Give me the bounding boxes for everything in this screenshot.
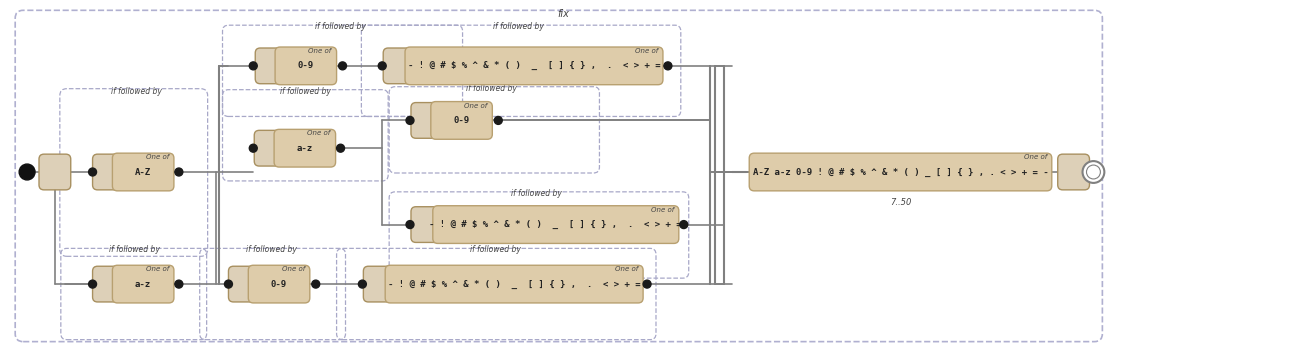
Text: if followed by: if followed by <box>316 22 365 31</box>
Text: One of: One of <box>282 266 305 272</box>
Circle shape <box>406 117 414 125</box>
FancyBboxPatch shape <box>749 153 1052 191</box>
Text: if followed by: if followed by <box>466 83 516 93</box>
Circle shape <box>359 280 367 288</box>
Text: if followed by: if followed by <box>511 189 562 198</box>
FancyBboxPatch shape <box>275 47 337 85</box>
FancyBboxPatch shape <box>255 48 287 84</box>
Text: if followed by: if followed by <box>111 87 161 96</box>
Text: One of: One of <box>145 266 169 272</box>
FancyBboxPatch shape <box>93 266 124 302</box>
Text: 0-9: 0-9 <box>297 61 314 70</box>
Text: A-Z: A-Z <box>135 168 151 177</box>
Circle shape <box>249 62 257 70</box>
Circle shape <box>494 117 502 125</box>
Text: 0-9: 0-9 <box>271 279 287 289</box>
Circle shape <box>20 164 35 180</box>
Circle shape <box>176 280 183 288</box>
Circle shape <box>379 62 386 70</box>
FancyBboxPatch shape <box>432 206 679 244</box>
Text: One of: One of <box>614 266 638 272</box>
FancyBboxPatch shape <box>113 265 174 303</box>
Circle shape <box>643 280 651 288</box>
Circle shape <box>406 220 414 228</box>
FancyBboxPatch shape <box>385 265 643 303</box>
Circle shape <box>337 144 345 152</box>
FancyBboxPatch shape <box>254 130 286 166</box>
Text: 0-9: 0-9 <box>453 116 469 125</box>
Circle shape <box>1082 161 1104 183</box>
Text: a-z: a-z <box>297 144 313 153</box>
Text: One of: One of <box>651 207 673 213</box>
FancyBboxPatch shape <box>1057 154 1090 190</box>
FancyBboxPatch shape <box>431 101 493 139</box>
FancyBboxPatch shape <box>411 207 443 243</box>
FancyBboxPatch shape <box>249 265 309 303</box>
Circle shape <box>224 280 232 288</box>
FancyBboxPatch shape <box>39 154 71 190</box>
Circle shape <box>176 168 183 176</box>
FancyBboxPatch shape <box>113 153 174 191</box>
FancyBboxPatch shape <box>363 266 396 302</box>
Text: One of: One of <box>1023 154 1047 160</box>
FancyBboxPatch shape <box>93 154 124 190</box>
Text: a-z: a-z <box>135 279 151 289</box>
Text: if followed by: if followed by <box>470 245 521 254</box>
Text: if followed by: if followed by <box>493 22 544 31</box>
Text: if followed by: if followed by <box>280 87 331 96</box>
Text: One of: One of <box>145 154 169 160</box>
Text: - ! @ # $ % ^ & * ( )  _  [ ] { } ,  .  < > + =: - ! @ # $ % ^ & * ( ) _ [ ] { } , . < > … <box>388 279 641 289</box>
Text: One of: One of <box>308 130 330 136</box>
FancyBboxPatch shape <box>274 129 335 167</box>
Text: A-Z a-z 0-9 ! @ # $ % ^ & * ( ) _ [ ] { } , . < > + = -: A-Z a-z 0-9 ! @ # $ % ^ & * ( ) _ [ ] { … <box>753 167 1048 177</box>
Text: 7..50: 7..50 <box>889 198 912 207</box>
FancyBboxPatch shape <box>405 47 663 85</box>
Circle shape <box>664 62 672 70</box>
Circle shape <box>89 168 97 176</box>
Circle shape <box>338 62 347 70</box>
Text: One of: One of <box>308 48 331 54</box>
Circle shape <box>89 280 97 288</box>
Text: One of: One of <box>635 48 658 54</box>
Text: fix: fix <box>558 9 570 19</box>
Circle shape <box>249 144 257 152</box>
Text: if followed by: if followed by <box>109 245 160 254</box>
FancyBboxPatch shape <box>228 266 261 302</box>
FancyBboxPatch shape <box>411 102 443 138</box>
FancyBboxPatch shape <box>384 48 415 84</box>
Text: - ! @ # $ % ^ & * ( )  _  [ ] { } ,  .  < > + =: - ! @ # $ % ^ & * ( ) _ [ ] { } , . < > … <box>430 220 683 229</box>
Circle shape <box>312 280 320 288</box>
Circle shape <box>680 220 688 228</box>
Text: - ! @ # $ % ^ & * ( )  _  [ ] { } ,  .  < > + =: - ! @ # $ % ^ & * ( ) _ [ ] { } , . < > … <box>407 61 660 70</box>
Text: if followed by: if followed by <box>246 245 296 254</box>
Text: One of: One of <box>464 102 487 109</box>
